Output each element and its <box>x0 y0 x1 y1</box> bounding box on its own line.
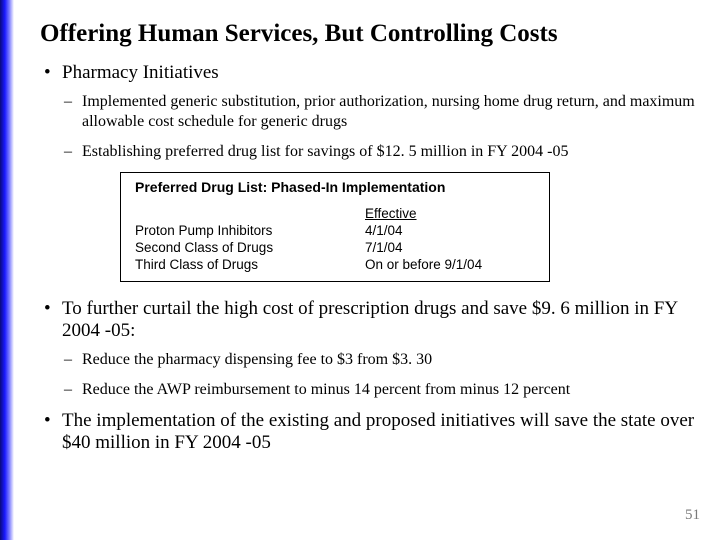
bullet-2-text: To further curtail the high cost of pres… <box>62 298 677 341</box>
bullet-1-sub-1: Implemented generic substitution, prior … <box>62 92 700 132</box>
bullet-1: Pharmacy Initiatives Implemented generic… <box>40 62 700 162</box>
bullet-3: The implementation of the existing and p… <box>40 410 700 454</box>
table-row: Third Class of Drugs On or before 9/1/04 <box>135 256 535 273</box>
slide-title: Offering Human Services, But Controlling… <box>40 20 700 48</box>
page-number: 51 <box>685 507 700 524</box>
table-header-effective: Effective <box>355 205 535 222</box>
table-row: Second Class of Drugs 7/1/04 <box>135 239 535 256</box>
slide-content: Offering Human Services, But Controlling… <box>40 20 700 462</box>
table-row-2-label: Second Class of Drugs <box>135 239 355 256</box>
table-row: Proton Pump Inhibitors 4/1/04 <box>135 222 535 239</box>
table-title: Preferred Drug List: Phased-In Implement… <box>135 179 535 195</box>
table-header-row: Effective <box>135 205 535 222</box>
bullet-3-text: The implementation of the existing and p… <box>62 410 694 453</box>
table-row-1-value: 4/1/04 <box>355 222 535 239</box>
table-body: Effective Proton Pump Inhibitors 4/1/04 … <box>135 205 535 273</box>
preferred-drug-table: Preferred Drug List: Phased-In Implement… <box>120 172 550 282</box>
bullet-1-sub-2: Establishing preferred drug list for sav… <box>62 142 700 162</box>
table-row-2-value: 7/1/04 <box>355 239 535 256</box>
bullet-1-text: Pharmacy Initiatives <box>62 62 219 83</box>
bullet-2-sub: Reduce the pharmacy dispensing fee to $3… <box>62 350 700 400</box>
table-row-3-value: On or before 9/1/04 <box>355 256 535 273</box>
bullet-list: Pharmacy Initiatives Implemented generic… <box>40 62 700 162</box>
bullet-2-sub-2: Reduce the AWP reimbursement to minus 14… <box>62 380 700 400</box>
bullet-1-sub: Implemented generic substitution, prior … <box>62 92 700 162</box>
bullet-list-2: To further curtail the high cost of pres… <box>40 298 700 454</box>
bullet-2-sub-1: Reduce the pharmacy dispensing fee to $3… <box>62 350 700 370</box>
left-accent-bar <box>0 0 14 540</box>
bullet-2: To further curtail the high cost of pres… <box>40 298 700 400</box>
table-row-1-label: Proton Pump Inhibitors <box>135 222 355 239</box>
table-row-3-label: Third Class of Drugs <box>135 256 355 273</box>
table-header-empty <box>135 205 355 222</box>
